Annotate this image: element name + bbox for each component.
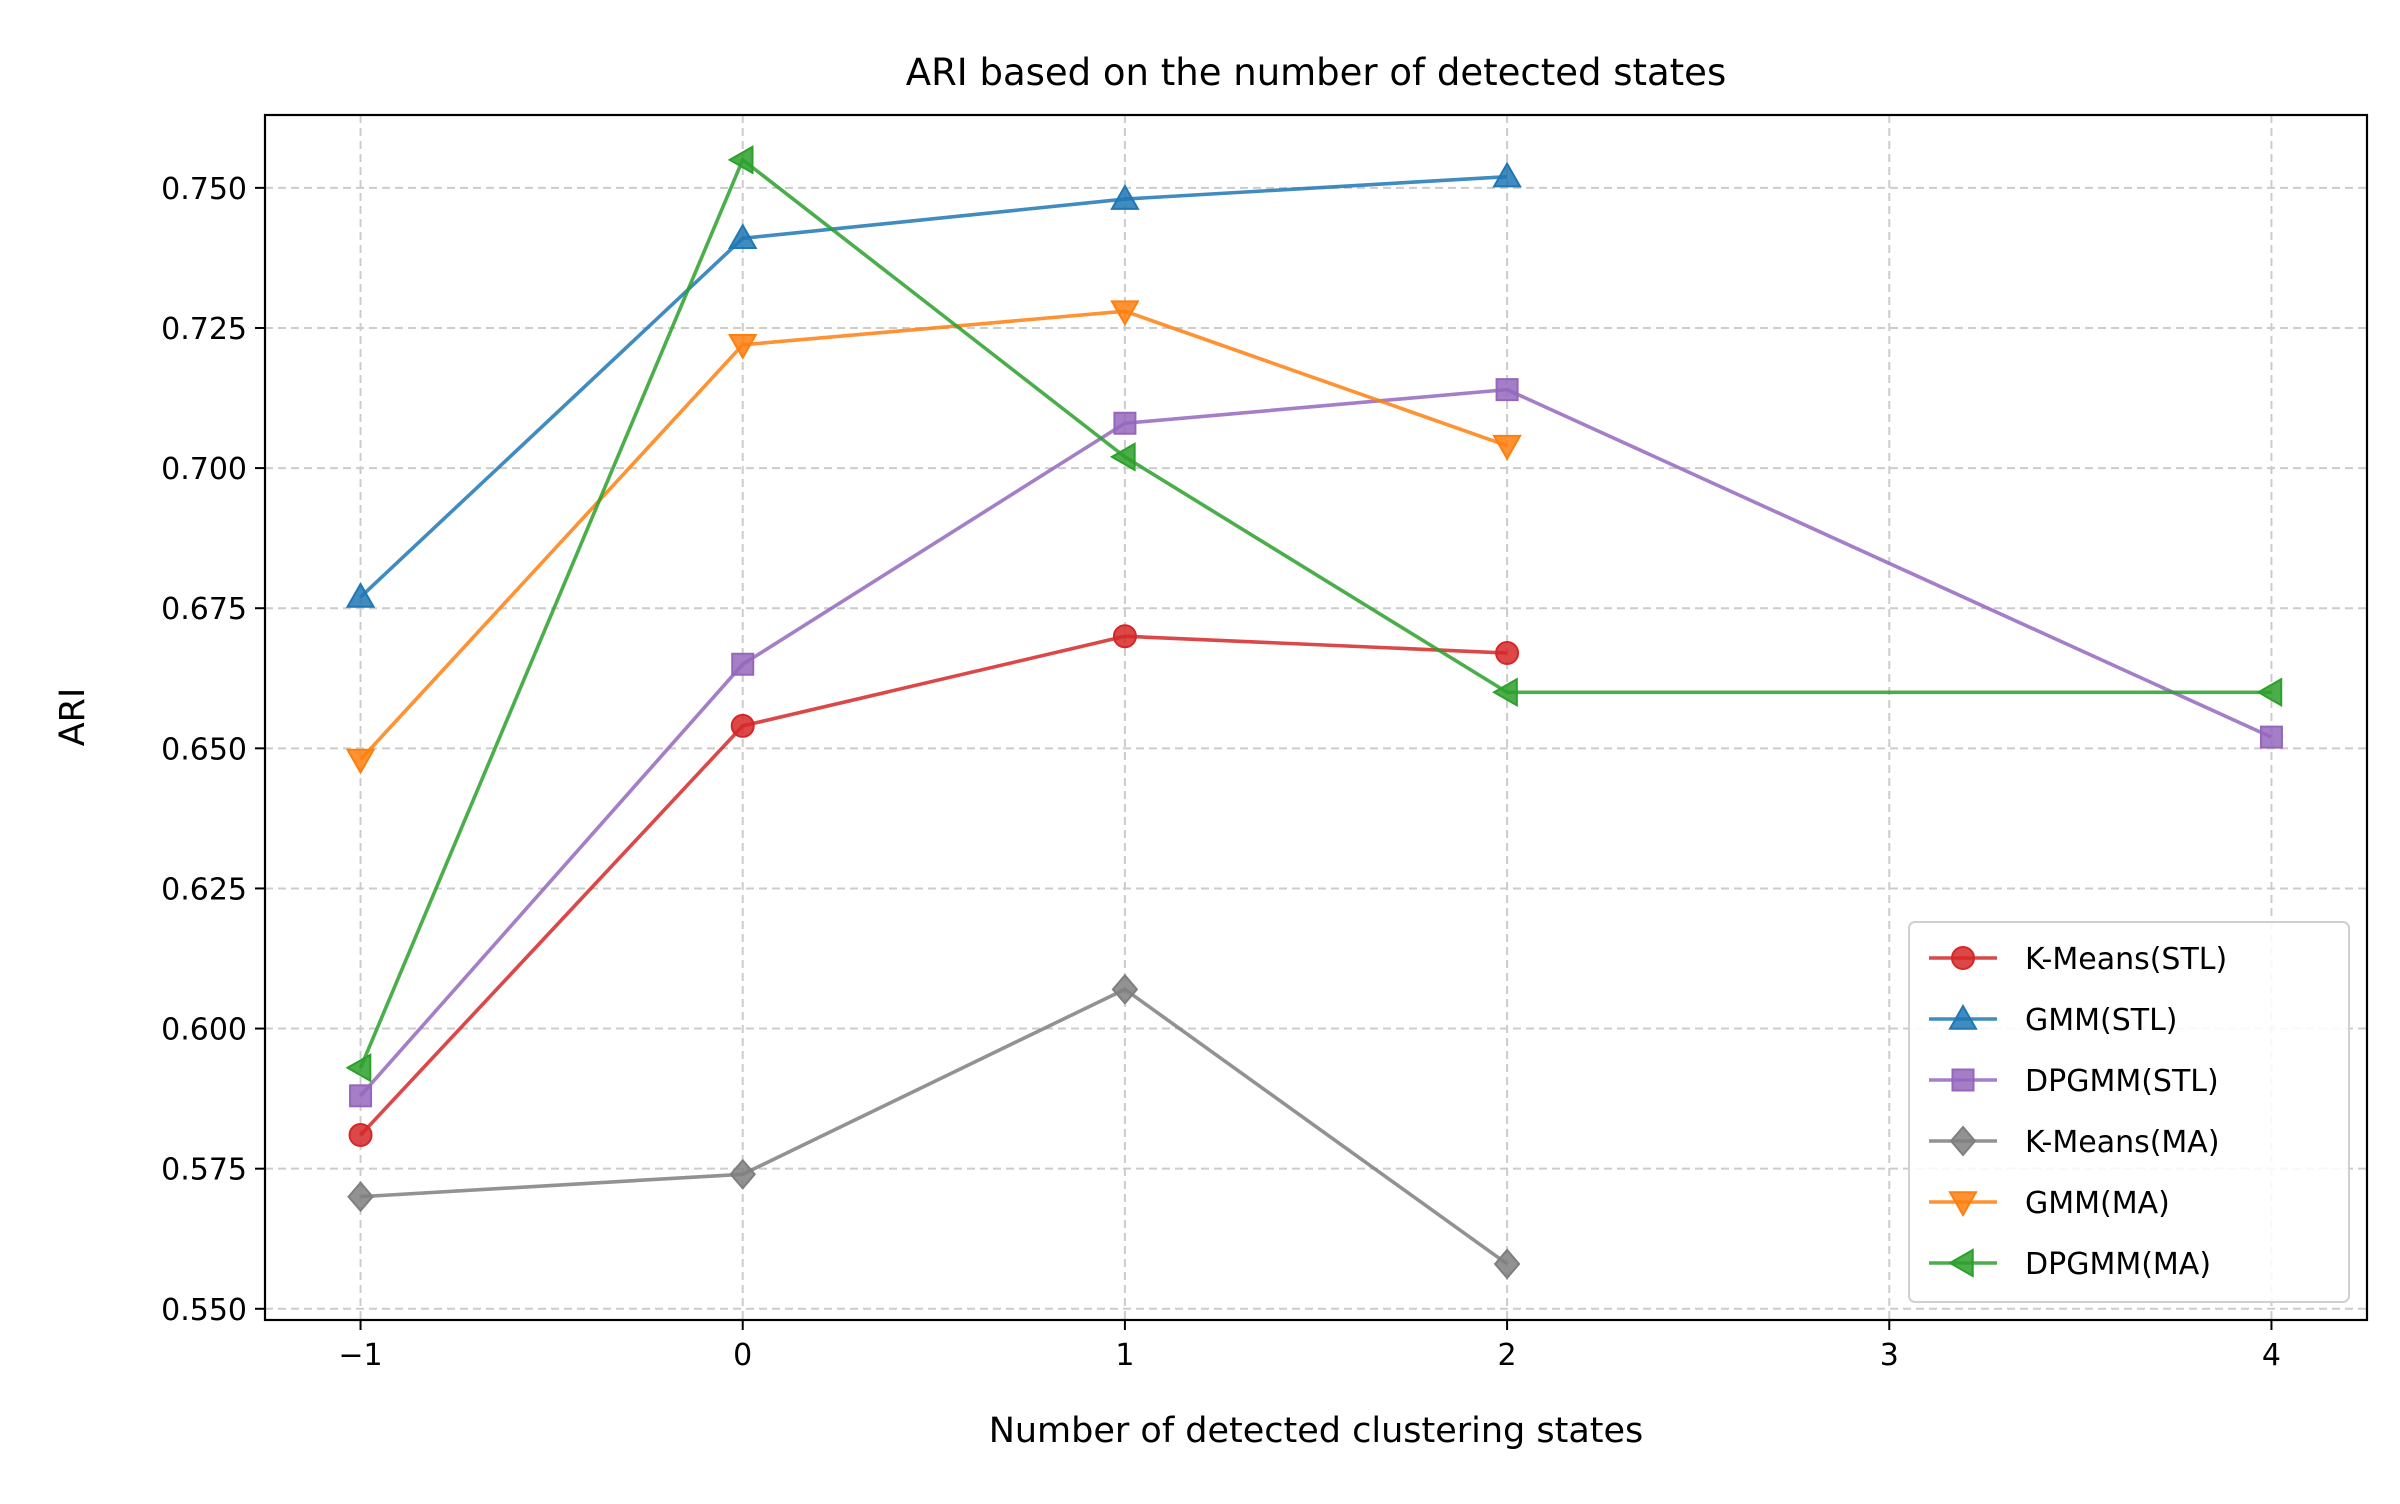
x-tick-label: −1 — [338, 1338, 382, 1373]
series-line-gmm-ma — [359, 309, 1508, 761]
data-point-dpgmm-ma — [2256, 677, 2283, 708]
legend-item-dpgmm-stl: DPGMM(STL) — [1929, 1064, 2219, 1099]
y-tick-label: 0.750 — [161, 172, 247, 207]
series-line-k-means-stl — [359, 634, 1508, 1137]
legend-marker-k-means-stl — [1951, 946, 1975, 970]
legend-item-gmm-ma: GMM(MA) — [1929, 1186, 2170, 1221]
data-point-k-means-stl — [348, 1123, 373, 1148]
legend-marker-dpgmm-stl — [1951, 1068, 1975, 1092]
y-tick-label: 0.575 — [161, 1153, 247, 1188]
plot-frame — [263, 113, 2369, 1322]
legend-marker-gmm-stl — [1948, 1003, 1978, 1030]
legend-label: GMM(MA) — [2025, 1186, 2170, 1221]
data-point-dpgmm-ma — [1492, 677, 1518, 708]
y-tick-label: 0.625 — [161, 872, 247, 907]
legend-item-k-means-stl: K-Means(STL) — [1929, 942, 2227, 977]
legend: K-Means(STL) GMM(STL) DPGMM(STL) K-Means(MA… — [1908, 921, 2350, 1303]
series-line-k-means-ma — [360, 987, 1509, 1266]
legend-item-dpgmm-ma: DPGMM(MA) — [1929, 1247, 2211, 1282]
legend-label: K-Means(STL) — [2025, 942, 2227, 977]
data-point-dpgmm-stl — [349, 1084, 373, 1108]
data-point-dpgmm-stl — [731, 652, 755, 676]
legend-box — [1908, 921, 2350, 1303]
data-point-dpgmm-stl — [1113, 411, 1137, 435]
legend-label: GMM(STL) — [2025, 1003, 2178, 1038]
data-point-gmm-stl — [1492, 161, 1522, 188]
series-k-means-ma — [347, 973, 1521, 1280]
data-point-k-means-ma — [1493, 1248, 1521, 1280]
y-tick-label: 0.725 — [161, 312, 247, 347]
data-point-gmm-stl — [728, 223, 758, 250]
data-point-k-means-stl — [1495, 641, 1520, 666]
legend-item-gmm-stl: GMM(STL) — [1929, 1003, 2178, 1038]
series-gmm-stl — [345, 161, 1522, 608]
data-point-dpgmm-ma — [1109, 442, 1136, 472]
data-point-gmm-ma — [1492, 434, 1522, 461]
legend-label: K-Means(MA) — [2025, 1125, 2220, 1160]
chart-title: ARI based on the number of detected stat… — [906, 51, 1726, 94]
legend-marker-gmm-ma — [1948, 1191, 1978, 1218]
series-line-gmm-stl — [359, 174, 1508, 599]
x-tick-label: 0 — [733, 1338, 752, 1373]
data-point-k-means-stl — [730, 713, 755, 738]
data-point-dpgmm-ma — [345, 1053, 372, 1083]
series-layer — [345, 145, 2283, 1280]
y-tick-label: 0.650 — [161, 732, 247, 767]
legend-item-k-means-ma: K-Means(MA) — [1929, 1125, 2220, 1160]
x-tick-label: 2 — [1498, 1338, 1517, 1373]
data-point-gmm-ma — [1110, 300, 1140, 327]
data-point-gmm-ma — [728, 334, 758, 360]
x-tick-label: 3 — [1880, 1338, 1899, 1373]
data-point-k-means-ma — [347, 1181, 374, 1213]
series-gmm-ma — [345, 300, 1522, 775]
data-point-dpgmm-ma — [727, 145, 754, 175]
legend-label: DPGMM(STL) — [2025, 1064, 2219, 1099]
data-point-k-means-ma — [1111, 973, 1139, 1005]
data-point-gmm-stl — [345, 581, 376, 608]
y-tick-label: 0.600 — [161, 1013, 247, 1048]
data-point-gmm-ma — [345, 748, 376, 775]
series-k-means-stl — [348, 624, 1520, 1148]
data-point-gmm-stl — [1110, 184, 1140, 210]
series-dpgmm-stl — [349, 378, 2283, 1108]
data-point-k-means-ma — [729, 1158, 757, 1190]
data-point-dpgmm-stl — [1495, 378, 1519, 402]
legend-marker-k-means-ma — [1949, 1125, 1977, 1157]
legend-marker-dpgmm-ma — [1947, 1248, 1974, 1278]
data-point-dpgmm-stl — [2259, 725, 2283, 749]
x-tick-label: 4 — [2262, 1338, 2281, 1373]
y-tick-label: 0.550 — [161, 1293, 247, 1328]
data-point-k-means-stl — [1112, 624, 1137, 649]
y-tick-label: 0.700 — [161, 452, 247, 487]
x-tick-label: 1 — [1115, 1338, 1134, 1373]
legend-label: DPGMM(MA) — [2025, 1247, 2211, 1282]
y-axis-label: ARI — [53, 688, 93, 747]
x-axis-label: Number of detected clustering states — [989, 1411, 1644, 1451]
y-tick-label: 0.675 — [161, 592, 247, 627]
axes-layer: −1 0 1 2 3 4 0.550 0.575 0.600 0.625 0.650 0.675 0.7… — [161, 172, 2281, 1373]
series-dpgmm-ma — [345, 145, 2283, 1083]
